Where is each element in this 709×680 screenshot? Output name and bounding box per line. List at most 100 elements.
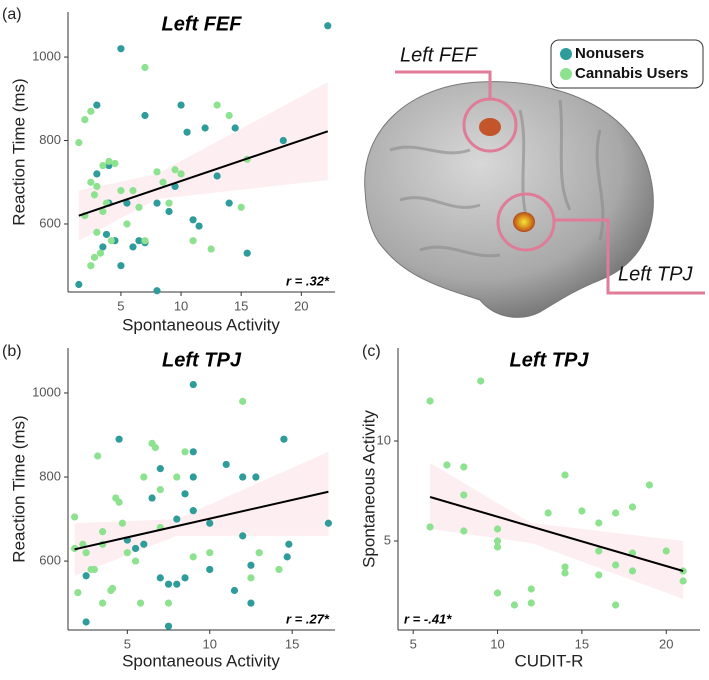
point (131, 544, 140, 553)
y-tick-label: 800 (39, 468, 61, 483)
legend-box (550, 39, 704, 89)
y-tick-label: 1000 (32, 384, 61, 399)
point (206, 549, 214, 557)
point (247, 599, 255, 607)
point (177, 101, 185, 109)
point (141, 63, 149, 72)
point (82, 572, 90, 580)
point (96, 249, 105, 257)
legend-swatch (560, 48, 572, 60)
point (136, 599, 145, 607)
point (443, 461, 451, 469)
point (70, 513, 79, 521)
legend-label: Nonusers (575, 45, 644, 62)
point (561, 569, 569, 577)
point (206, 565, 214, 574)
point (207, 245, 215, 253)
point (189, 507, 197, 515)
point (156, 574, 164, 582)
point (239, 473, 247, 481)
legend-swatch (560, 68, 572, 80)
point (117, 186, 125, 195)
point (151, 444, 159, 452)
point (243, 249, 251, 257)
point (108, 584, 117, 592)
point (477, 377, 485, 385)
point (247, 574, 255, 582)
x-axis-label: CUDIT-R (515, 651, 584, 670)
point (93, 101, 101, 109)
point (493, 589, 502, 597)
point (171, 166, 179, 174)
x-tick-label: 15 (575, 636, 589, 651)
point (628, 567, 637, 575)
point (493, 543, 502, 551)
annotation: r = .27* (286, 611, 330, 626)
point (99, 161, 107, 170)
point (283, 553, 291, 561)
point (93, 170, 101, 178)
point (527, 599, 535, 607)
point (81, 116, 89, 124)
point (75, 139, 83, 147)
point (201, 124, 209, 132)
point (105, 157, 113, 165)
point (74, 588, 82, 597)
x-tick-label: 20 (294, 298, 308, 313)
x-axis-label: Spontaneous Activity (122, 315, 280, 334)
point (230, 586, 239, 595)
point (225, 111, 233, 120)
point (93, 228, 101, 236)
point (578, 507, 586, 515)
point (275, 565, 283, 574)
point (252, 473, 260, 481)
point (460, 463, 468, 471)
point (99, 528, 107, 536)
point (90, 253, 99, 261)
point (255, 549, 263, 557)
x-tick-label: 20 (659, 636, 673, 651)
y-axis-label: Reaction Time (ms) (9, 415, 28, 562)
y-tick-label: 600 (39, 215, 61, 230)
point (285, 540, 293, 548)
point (99, 243, 107, 251)
point (189, 380, 197, 389)
point (107, 237, 115, 245)
point (213, 172, 221, 180)
point (189, 448, 197, 456)
point (99, 599, 107, 607)
point (595, 547, 603, 555)
chart-title: Left TPJ (162, 349, 242, 371)
point (595, 571, 603, 579)
region-label: Left TPJ (618, 263, 693, 285)
point (87, 178, 95, 186)
y-tick-label: 1000 (32, 49, 61, 64)
legend-label: Cannabis Users (575, 65, 688, 82)
confidence-band (78, 82, 328, 241)
point (225, 199, 233, 207)
point (123, 220, 131, 228)
x-tick-label: 5 (410, 636, 417, 651)
point (165, 207, 173, 216)
point (206, 519, 214, 527)
point (102, 230, 111, 239)
region-label: Left FEF (400, 44, 478, 66)
point (123, 199, 131, 207)
point (195, 222, 203, 230)
point (426, 397, 434, 405)
annotation: r = -.41* (404, 611, 452, 626)
point (612, 509, 620, 517)
point (426, 523, 434, 531)
panel-label: (a) (2, 6, 22, 23)
brain-image (364, 70, 705, 318)
panel-label: (c) (362, 343, 381, 360)
point (153, 168, 161, 176)
y-tick-label: 600 (39, 553, 61, 568)
point (460, 491, 468, 499)
point (324, 519, 333, 527)
point (595, 519, 603, 527)
confidence-band (430, 463, 684, 599)
point (679, 577, 687, 585)
point (82, 549, 90, 557)
